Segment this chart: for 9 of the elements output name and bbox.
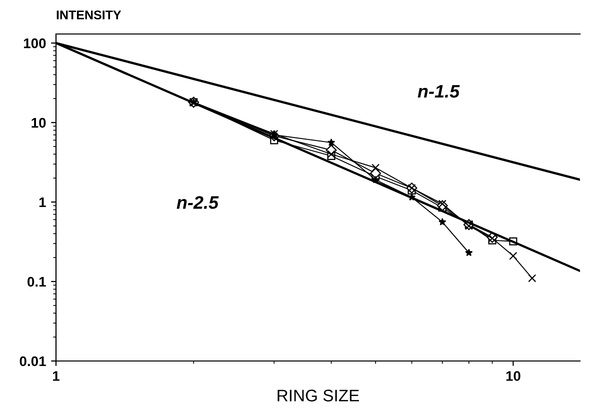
annotation: n-2.5 — [176, 196, 219, 209]
y-tick-label: 0.1 — [28, 276, 46, 287]
x-axis-title: RING SIZE — [278, 390, 359, 402]
y-tick-label: 1 — [39, 198, 46, 208]
annotation: n-1.5 — [418, 85, 460, 98]
y-axis-title: INTENSITY — [56, 10, 122, 20]
y-tick-label: 100 — [24, 38, 46, 48]
y-tick-label: 10 — [32, 118, 46, 128]
y-tick-label: 0.01 — [20, 356, 46, 366]
